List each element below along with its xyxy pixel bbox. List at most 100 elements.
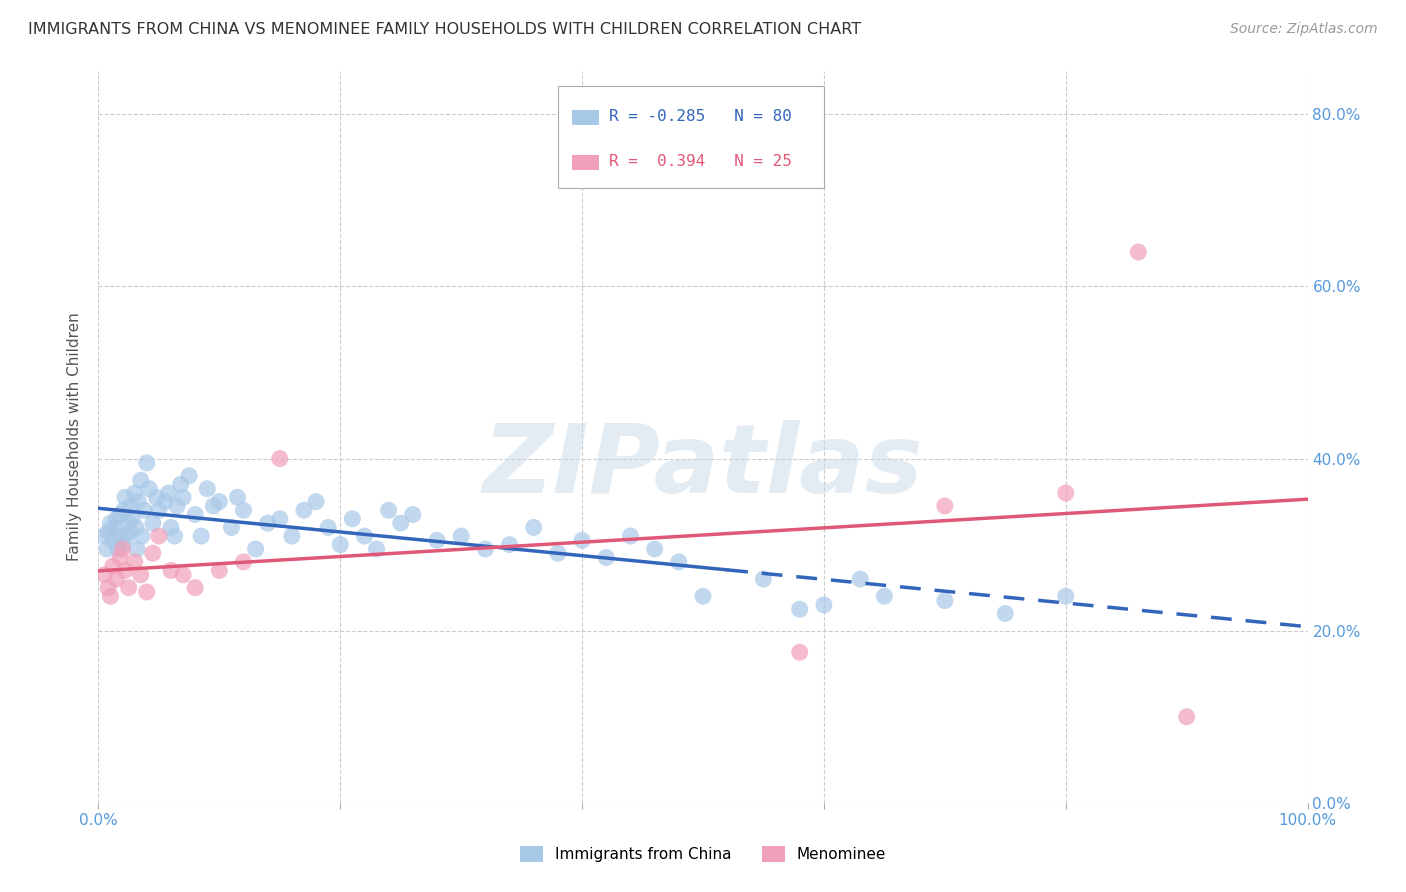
Point [934,499,956,513]
Point [1175,710,1198,724]
FancyBboxPatch shape [558,86,824,188]
Point [124,486,146,500]
Point [115,529,138,543]
Point [93,567,115,582]
Point [873,589,896,603]
Point [208,564,231,578]
Point [114,564,136,578]
Point [474,541,496,556]
FancyBboxPatch shape [572,110,599,125]
Text: R =  0.394   N = 25: R = 0.394 N = 25 [609,153,792,169]
Point [644,541,666,556]
Point [160,520,183,534]
Point [118,581,141,595]
Point [100,516,122,530]
Point [668,555,690,569]
Point [692,589,714,603]
Point [190,529,212,543]
Point [148,503,170,517]
Point [195,482,218,496]
Point [523,520,546,534]
Point [129,473,152,487]
Point [221,520,243,534]
Point [305,494,328,508]
Point [281,529,304,543]
Point [256,516,278,530]
Point [169,477,191,491]
Point [269,512,291,526]
Point [202,499,225,513]
Point [111,538,134,552]
Point [179,468,201,483]
Point [571,533,593,548]
Point [100,589,122,603]
Point [619,529,641,543]
Point [389,516,412,530]
Point [93,529,115,543]
Point [97,524,120,539]
Point [157,486,180,500]
Point [142,516,165,530]
Point [292,503,315,517]
Point [342,512,364,526]
Point [96,541,118,556]
Point [353,529,375,543]
Point [316,520,339,534]
Point [121,512,143,526]
Point [153,494,176,508]
Point [129,567,152,582]
Point [114,491,136,505]
Point [138,482,160,496]
Point [595,550,617,565]
Point [184,581,207,595]
Point [789,602,811,616]
Text: Source: ZipAtlas.com: Source: ZipAtlas.com [1230,22,1378,37]
Point [450,529,472,543]
Point [166,499,188,513]
Point [498,538,520,552]
Point [934,593,956,607]
Point [849,572,872,586]
Point [813,598,835,612]
Point [226,491,249,505]
Y-axis label: Family Households with Children: Family Households with Children [67,313,83,561]
Point [426,533,449,548]
Point [120,499,142,513]
Point [547,546,569,560]
Point [97,581,120,595]
Text: R = -0.285   N = 80: R = -0.285 N = 80 [609,109,792,124]
Point [118,516,141,530]
Point [402,508,425,522]
Point [112,503,135,517]
Point [108,529,131,543]
Point [131,529,153,543]
Text: ZIPatlas: ZIPatlas [482,420,924,513]
Point [101,559,124,574]
Point [105,512,128,526]
Point [103,520,125,534]
Point [107,541,129,556]
Point [101,533,124,548]
Point [145,491,167,505]
Legend: Immigrants from China, Menominee: Immigrants from China, Menominee [513,840,893,868]
Point [118,524,141,539]
Point [752,572,775,586]
Point [135,456,157,470]
Point [789,645,811,659]
Point [163,529,186,543]
Point [160,564,183,578]
Point [208,494,231,508]
Point [134,503,156,517]
Point [184,508,207,522]
FancyBboxPatch shape [572,154,599,170]
Point [108,508,131,522]
Point [245,541,267,556]
Point [172,567,194,582]
Point [172,491,194,505]
Point [127,494,149,508]
Point [232,503,254,517]
Point [1054,589,1077,603]
Point [1054,486,1077,500]
Point [148,529,170,543]
Point [269,451,291,466]
